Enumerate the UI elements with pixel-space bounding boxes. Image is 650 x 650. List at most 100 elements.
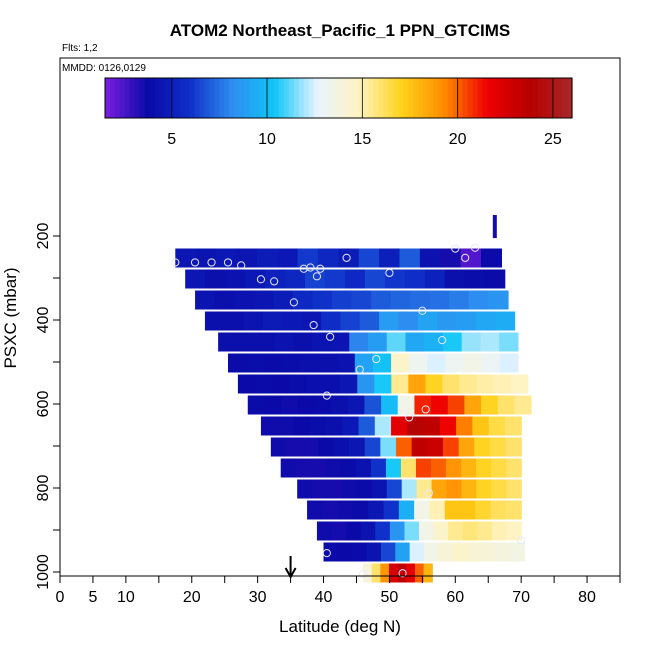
flight-marker	[316, 264, 325, 273]
heatmap-cell	[374, 416, 392, 436]
flight-marker	[312, 272, 322, 281]
heatmap-cell	[321, 311, 342, 331]
x-tick-label: 30	[249, 589, 267, 606]
flight-marker	[223, 258, 233, 267]
flight-marker	[510, 360, 519, 370]
heatmap-cell	[314, 395, 332, 415]
heatmap-cell	[488, 416, 506, 436]
colorbar-segment	[383, 78, 389, 118]
heatmap-cell	[472, 416, 490, 436]
colorbar-segment	[303, 78, 310, 118]
heatmap-cell	[468, 290, 490, 310]
heatmap-cell	[340, 374, 358, 394]
colorbar-segment	[144, 78, 151, 118]
heatmap-cell	[282, 311, 303, 331]
heatmap-cell	[452, 542, 468, 562]
colorbar-segment	[154, 78, 161, 118]
colorbar-segment	[164, 78, 171, 118]
colorbar-segment	[413, 78, 419, 118]
heatmap-cell	[474, 437, 491, 457]
colorbar-segment	[552, 78, 558, 118]
heatmap-cell	[461, 458, 477, 478]
heatmap-cell	[351, 290, 372, 310]
colorbar-segment	[487, 78, 494, 118]
heatmap-cell	[254, 374, 273, 394]
heatmap-cell	[237, 374, 256, 394]
colorbar-segment	[532, 78, 538, 118]
colorbar-segment	[214, 78, 220, 118]
heatmap-cell	[264, 395, 282, 415]
heatmap-cell	[344, 269, 366, 289]
colorbar-segment	[547, 78, 553, 118]
heatmap-cell	[368, 332, 388, 352]
heatmap-cell	[409, 542, 425, 562]
flight-markers	[171, 243, 526, 579]
heatmap-cell	[423, 563, 433, 583]
heatmap-cell	[245, 269, 266, 289]
heatmap-cell	[374, 374, 392, 394]
heatmap-cell	[342, 416, 360, 436]
heatmap-cell	[356, 479, 373, 499]
heatmap-cell	[419, 521, 435, 541]
colorbar: 5 10 15 20 25	[104, 77, 573, 148]
colorbar-segment	[542, 78, 548, 118]
heatmap-cell	[446, 479, 463, 499]
colorbar-segment	[323, 78, 330, 118]
heatmap-cell	[442, 332, 463, 352]
heatmap-cell	[280, 458, 297, 478]
heatmap-cell	[423, 416, 441, 436]
heatmap-cell	[442, 437, 460, 457]
flight-marker	[190, 258, 200, 267]
flight-marker	[270, 277, 279, 286]
colorbar-segment	[105, 78, 111, 118]
flight-marker	[438, 336, 447, 345]
heatmap-cell	[363, 563, 373, 583]
heatmap-cell	[481, 542, 497, 562]
heatmap-cell	[448, 521, 464, 541]
heatmap-cell	[446, 458, 462, 478]
heatmap-cell	[312, 290, 333, 310]
heatmap-cell	[236, 332, 257, 352]
heatmap-cell	[491, 458, 507, 478]
heatmap-cell	[337, 500, 354, 520]
heatmap-cell	[384, 269, 406, 289]
heatmap-cell	[234, 290, 255, 310]
heatmap-cell	[447, 395, 465, 415]
colorbar-segment	[259, 78, 265, 118]
x-axis-title: Latitude (deg N)	[279, 617, 401, 636]
heatmap-cell	[271, 374, 290, 394]
colorbar-segment	[268, 78, 275, 118]
heatmap-cell	[463, 353, 483, 373]
heatmap-cell	[318, 353, 338, 373]
heatmap-cell	[476, 479, 492, 499]
heatmap-cell	[401, 479, 418, 499]
heatmap-cell	[406, 563, 416, 583]
heatmap-cell	[225, 269, 246, 289]
heatmap-cell	[302, 437, 319, 457]
heatmap-cell	[395, 542, 411, 562]
flight-marker	[326, 332, 335, 341]
colorbar-segment	[427, 78, 434, 118]
colorbar-segment	[432, 78, 439, 118]
heatmap-cell	[495, 311, 516, 331]
colorbar-segment	[239, 78, 245, 118]
colorbar-segment	[119, 78, 126, 118]
heatmap-cell	[295, 458, 312, 478]
heatmap-cell	[480, 332, 500, 352]
heatmap-cell	[273, 290, 294, 310]
heatmap-cell	[438, 542, 454, 562]
y-tick-label: 200	[35, 223, 52, 250]
heatmap-cell	[327, 479, 343, 499]
heatmap-cell	[409, 353, 428, 373]
colorbar-segment	[174, 78, 181, 118]
x-tick-label: 5	[88, 589, 97, 606]
heatmap-cell	[380, 563, 390, 583]
heatmap-cell	[481, 353, 501, 373]
heatmap-cell	[256, 248, 278, 268]
heatmap-cell	[371, 479, 388, 499]
heatmap-cell	[307, 500, 323, 520]
colorbar-segment	[557, 78, 563, 118]
heatmap-spike	[492, 215, 497, 239]
heatmap-cell	[481, 248, 503, 268]
heatmap-cell	[224, 311, 245, 331]
